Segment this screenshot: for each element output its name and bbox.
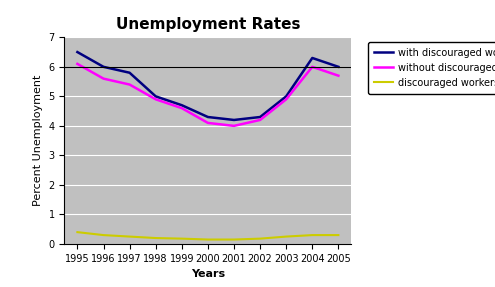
discouraged workers bbox=[231, 238, 237, 241]
discouraged workers bbox=[257, 237, 263, 240]
without discouraged workers bbox=[127, 83, 133, 86]
Y-axis label: Percent Unemployment: Percent Unemployment bbox=[33, 75, 43, 206]
without discouraged workers bbox=[100, 77, 106, 80]
discouraged workers bbox=[74, 230, 80, 234]
without discouraged workers bbox=[283, 98, 289, 101]
without discouraged workers bbox=[153, 98, 159, 101]
discouraged workers bbox=[309, 233, 315, 237]
discouraged workers bbox=[127, 235, 133, 238]
discouraged workers bbox=[179, 237, 185, 240]
without discouraged workers bbox=[257, 118, 263, 122]
discouraged workers bbox=[153, 236, 159, 240]
Line: discouraged workers: discouraged workers bbox=[77, 232, 339, 240]
discouraged workers bbox=[205, 238, 211, 241]
without discouraged workers bbox=[231, 124, 237, 128]
without discouraged workers bbox=[205, 121, 211, 125]
with discouraged workers bbox=[127, 71, 133, 74]
with discouraged workers bbox=[100, 65, 106, 69]
discouraged workers bbox=[100, 233, 106, 237]
with discouraged workers bbox=[179, 104, 185, 107]
with discouraged workers bbox=[205, 115, 211, 119]
without discouraged workers bbox=[336, 74, 342, 77]
Line: with discouraged workers: with discouraged workers bbox=[77, 52, 339, 120]
with discouraged workers bbox=[153, 95, 159, 98]
Line: without discouraged workers: without discouraged workers bbox=[77, 64, 339, 126]
Title: Unemployment Rates: Unemployment Rates bbox=[116, 17, 300, 32]
with discouraged workers bbox=[283, 95, 289, 98]
without discouraged workers bbox=[309, 65, 315, 69]
X-axis label: Years: Years bbox=[191, 269, 225, 279]
with discouraged workers bbox=[231, 118, 237, 122]
without discouraged workers bbox=[179, 106, 185, 110]
discouraged workers bbox=[336, 233, 342, 237]
with discouraged workers bbox=[309, 56, 315, 60]
with discouraged workers bbox=[257, 115, 263, 119]
with discouraged workers bbox=[336, 65, 342, 69]
discouraged workers bbox=[283, 235, 289, 238]
with discouraged workers bbox=[74, 50, 80, 54]
without discouraged workers bbox=[74, 62, 80, 66]
Legend: with discouraged workers, without discouraged workers, discouraged workers: with discouraged workers, without discou… bbox=[368, 42, 495, 94]
